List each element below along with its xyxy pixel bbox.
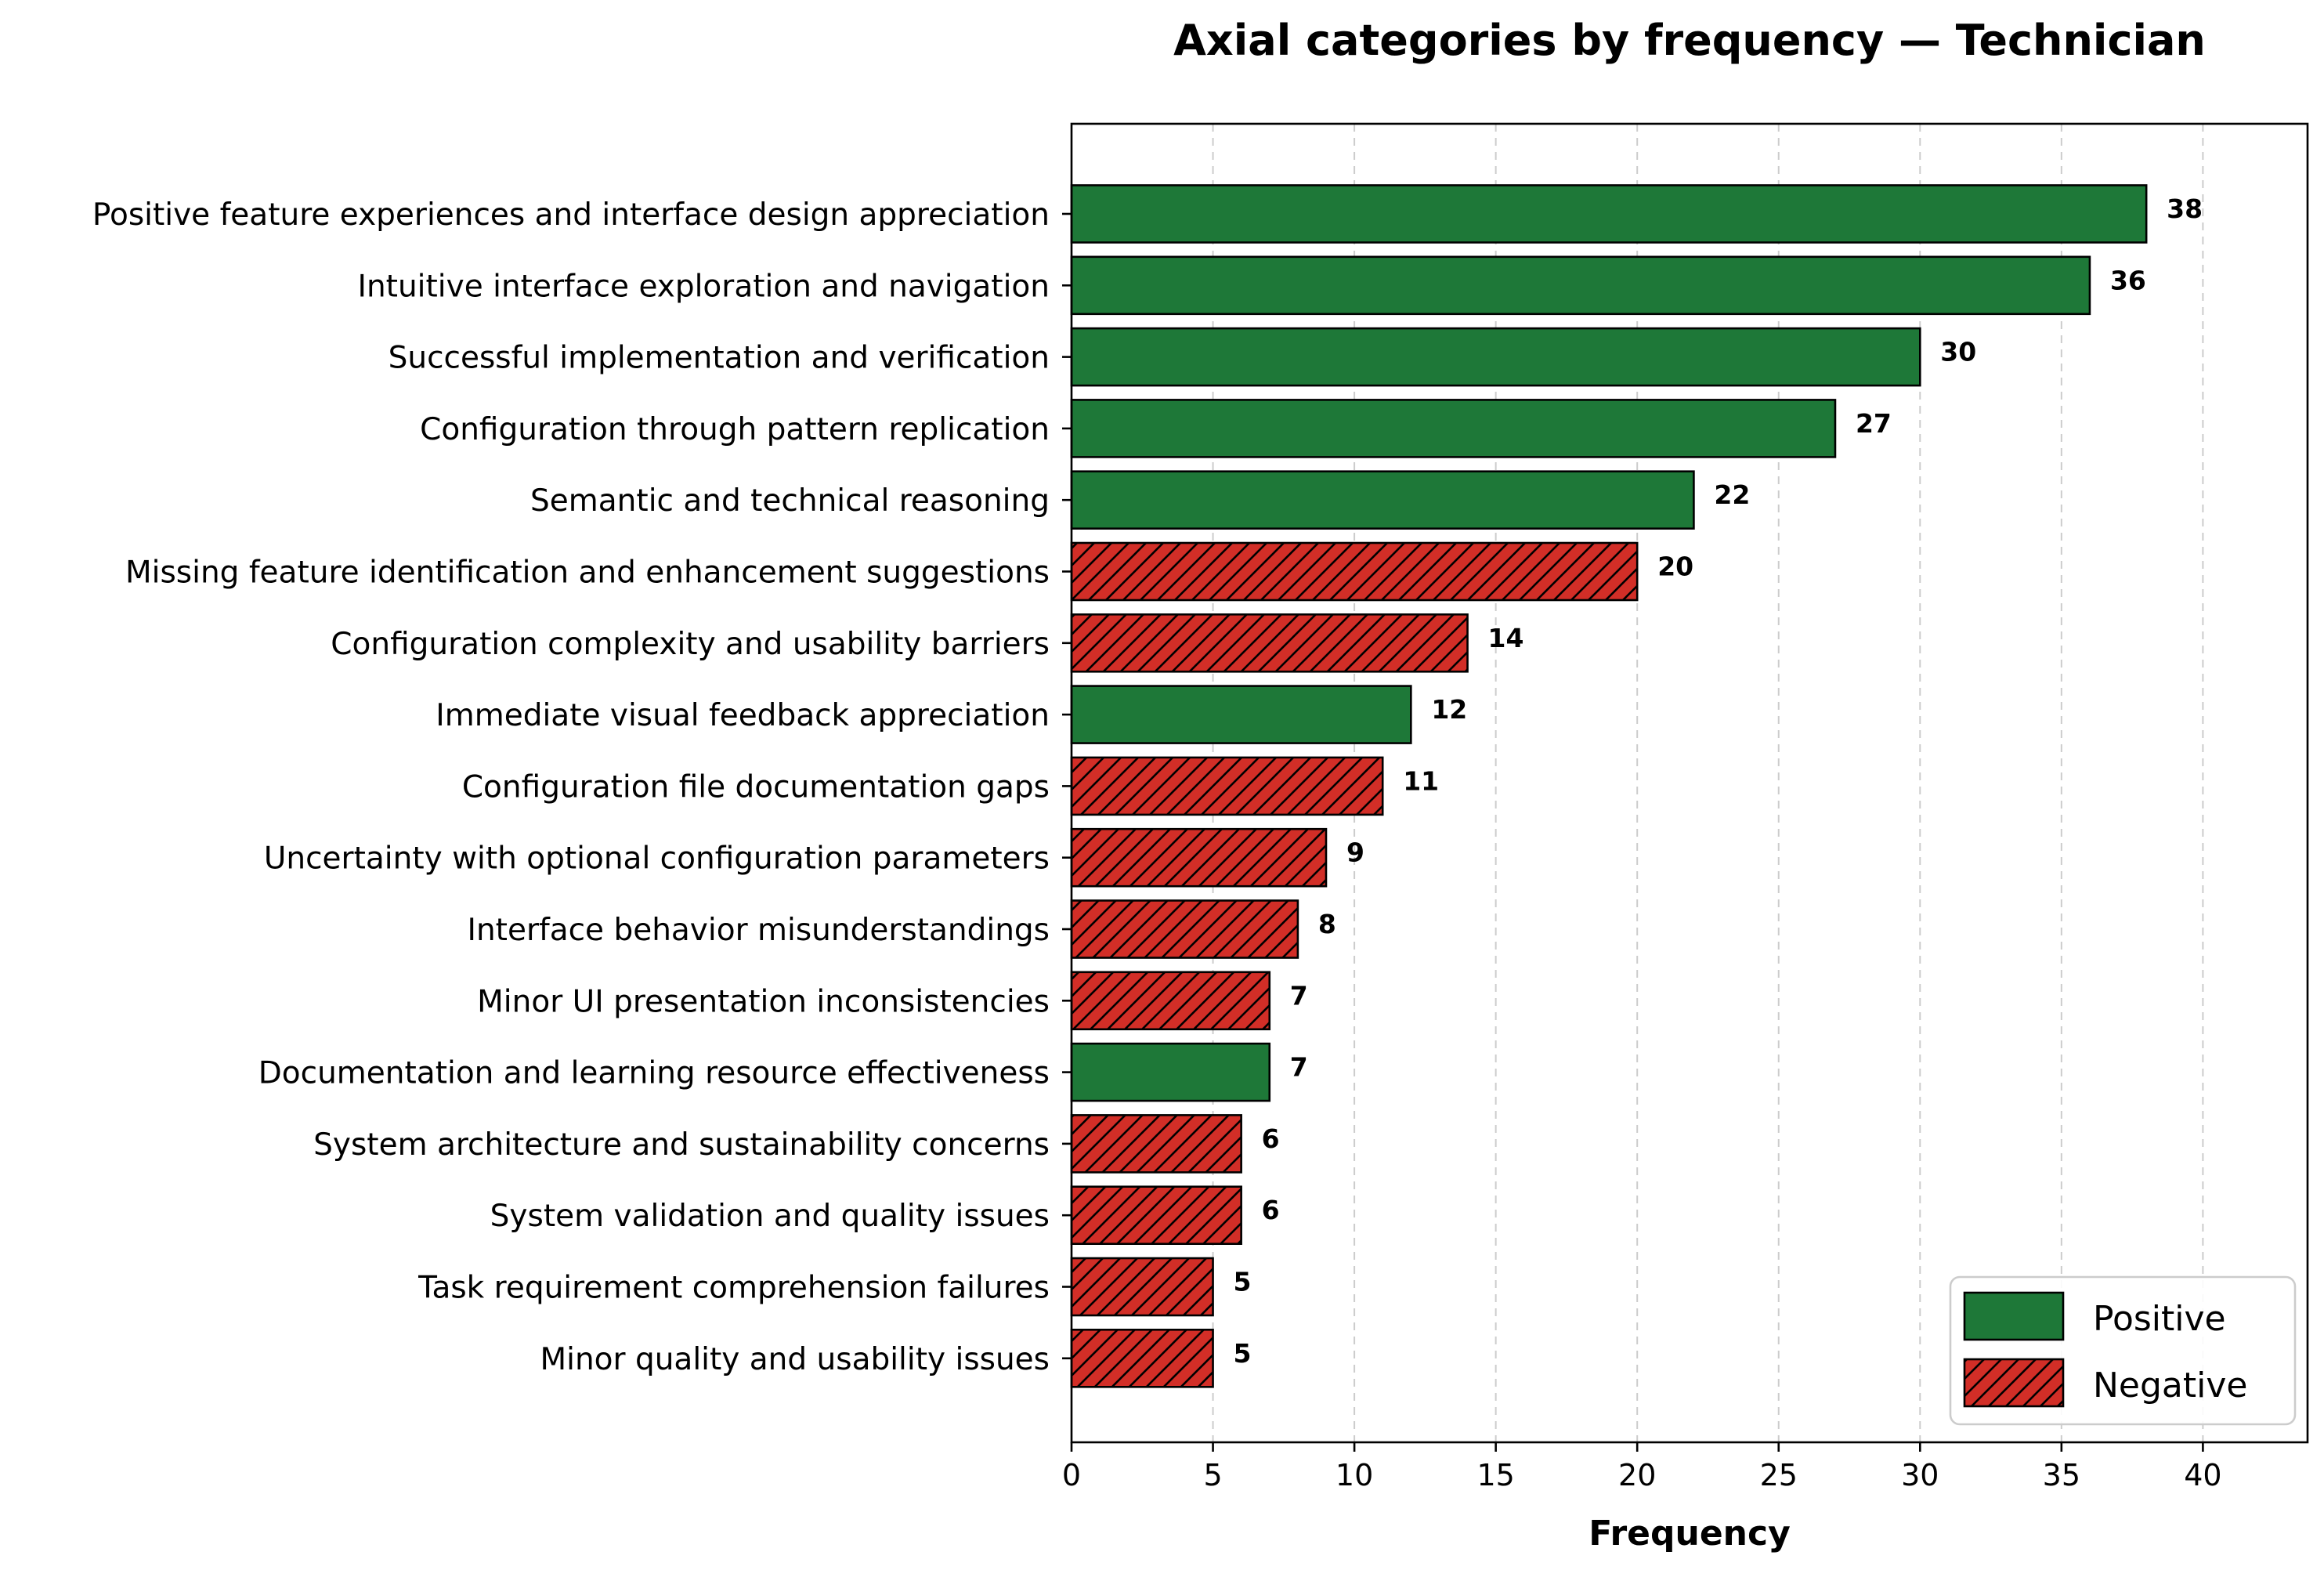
bar-value-label: 7	[1290, 980, 1308, 1011]
category-label: Immediate visual feedback appreciation	[436, 698, 1050, 733]
bar-negative	[1070, 1114, 1242, 1174]
category-label: Positive feature experiences and interfa…	[92, 197, 1050, 233]
bar-positive	[1070, 685, 1412, 744]
bar-value-label: 6	[1262, 1123, 1280, 1154]
bar-negative	[1070, 899, 1299, 959]
bar-value-label: 11	[1403, 765, 1439, 796]
bar-value-label: 7	[1290, 1052, 1308, 1083]
bar-negative	[1070, 827, 1328, 888]
category-label: Minor quality and usability issues	[540, 1342, 1050, 1377]
bar-value-label: 9	[1346, 837, 1364, 868]
bar-value-label: 6	[1262, 1195, 1280, 1225]
bar-positive	[1070, 184, 2148, 244]
category-label: Uncertainty with optional configuration …	[264, 841, 1050, 877]
bar-value-label: 22	[1714, 479, 1750, 510]
category-label: Documentation and learning resource effe…	[258, 1056, 1050, 1091]
legend-positive-swatch	[1963, 1291, 2065, 1341]
legend: Positive Negative	[1949, 1275, 2297, 1426]
category-label: System validation and quality issues	[490, 1199, 1050, 1234]
bar-value-label: 14	[1488, 623, 1524, 653]
bar-positive	[1070, 255, 2091, 316]
x-axis-ticks: 0 5 10 15 20 25 30 35 40	[1062, 1442, 2222, 1492]
bar-negative	[1070, 1185, 1242, 1245]
plot-frame	[1070, 122, 2309, 1444]
x-tick-label: 10	[1335, 1458, 1373, 1492]
bar-negative	[1070, 1257, 1214, 1317]
category-label: Intuitive interface exploration and navi…	[357, 269, 1050, 304]
bar-negative	[1070, 971, 1271, 1031]
category-label: System architecture and sustainability c…	[313, 1127, 1050, 1163]
category-label: Configuration complexity and usability b…	[331, 627, 1050, 662]
bar-value-label: 5	[1234, 1267, 1252, 1297]
x-tick-label: 15	[1476, 1458, 1514, 1492]
x-tick-label: 30	[1901, 1458, 1939, 1492]
chart-title: Axial categories by frequency — Technici…	[1173, 16, 2206, 65]
category-label: Configuration file documentation gaps	[462, 769, 1050, 805]
bar-positive	[1070, 399, 1837, 458]
x-tick-label: 25	[1760, 1458, 1798, 1492]
category-label: Minor UI presentation inconsistencies	[477, 984, 1050, 1019]
x-tick-label: 35	[2043, 1458, 2080, 1492]
bar-value-label: 12	[1431, 694, 1467, 725]
bar-negative	[1070, 541, 1639, 602]
bar-negative	[1070, 1329, 1214, 1388]
bar-value-label: 30	[1940, 337, 1976, 367]
category-label: Missing feature identification and enhan…	[125, 555, 1050, 591]
bars: 38 36 30 27 22 20 14 12 11 9 8 7 7 6 6 5 5	[1070, 184, 2203, 1388]
category-label: Successful implementation and verificati…	[389, 341, 1050, 376]
category-label: Task requirement comprehension failures	[417, 1271, 1050, 1306]
bar-positive	[1070, 1042, 1271, 1102]
bar-value-label: 5	[1234, 1338, 1252, 1369]
x-axis-label: Frequency	[1588, 1514, 1791, 1554]
category-label: Interface behavior misunderstandings	[467, 913, 1050, 948]
bar-negative	[1070, 756, 1384, 816]
x-tick-label: 0	[1062, 1458, 1081, 1492]
x-tick-label: 40	[2184, 1458, 2221, 1492]
category-label: Configuration through pattern replicatio…	[420, 412, 1050, 447]
x-tick-label: 5	[1203, 1458, 1222, 1492]
bar-value-label: 36	[2110, 265, 2146, 295]
bar-value-label: 27	[1856, 408, 1892, 439]
legend-negative-label: Negative	[2093, 1366, 2247, 1405]
bar-negative	[1070, 613, 1469, 673]
bar-value-label: 8	[1318, 909, 1336, 939]
bar-value-label: 20	[1657, 552, 1693, 582]
bar-value-label: 38	[2167, 194, 2203, 224]
x-tick-label: 20	[1618, 1458, 1656, 1492]
legend-positive-label: Positive	[2093, 1299, 2226, 1339]
bar-positive	[1070, 470, 1695, 530]
bar-positive	[1070, 327, 1921, 387]
category-label: Semantic and technical reasoning	[530, 483, 1050, 519]
y-axis-labels: Positive feature experiences and interfa…	[92, 197, 1072, 1377]
legend-negative-swatch	[1963, 1358, 2065, 1408]
